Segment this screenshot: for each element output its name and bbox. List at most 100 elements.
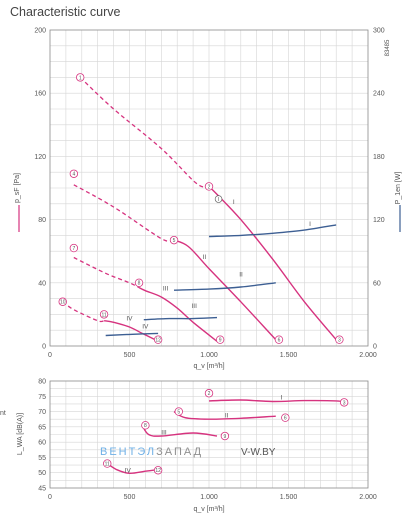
y-axis-label-left: p_sF [Pa] [14, 173, 21, 203]
point-2-marker [204, 182, 214, 191]
curve-label-magenta-I: I [233, 199, 235, 206]
y-tick-left: 160 [34, 91, 46, 98]
y-tick-left: 40 [38, 280, 46, 287]
pressure-curve-III [138, 286, 218, 342]
sound-point-3-marker [339, 398, 349, 407]
point-6-marker [274, 335, 284, 344]
sound-curve-label-IV: IV [125, 468, 132, 475]
sound-point-12-marker [153, 466, 163, 475]
y-tick-left: 0 [42, 344, 46, 351]
sound-point-9-label: 9 [224, 434, 227, 440]
sound-point-11-label: 11 [105, 461, 110, 467]
pressure-curve-II-dashed [73, 184, 175, 243]
figure-code: 83485 [385, 39, 391, 56]
x-tick: 1.000 [200, 352, 218, 359]
point-8-label: 8 [138, 281, 141, 287]
point-12-marker [153, 335, 163, 344]
x-tick: 0 [48, 352, 52, 359]
sound-point-9-marker [220, 431, 230, 441]
sound-curve-label-II: II [225, 413, 229, 420]
power-curve-II [173, 282, 276, 291]
x-tick: 500 [124, 352, 136, 359]
sound-point-3-label: 3 [343, 400, 346, 406]
y-axis-label-right: P_1en [W] [395, 172, 402, 205]
curve-label-blue-I: I [309, 221, 311, 228]
top-plot-frame [49, 29, 369, 347]
x-tick-bottom: 1.000 [200, 494, 218, 501]
bottom-plot-frame [49, 380, 369, 489]
y-tick-left: 200 [34, 28, 46, 35]
y-tick-bottom: 65 [38, 424, 46, 431]
point-7-marker [69, 243, 79, 253]
y-tick-right: 60 [373, 280, 381, 287]
pressure-curve-III-dashed [73, 256, 140, 289]
curve-label-magenta-II: II [203, 254, 207, 261]
pressure-curve-I-dashed [79, 76, 210, 188]
curve-label-magenta-III: III [163, 286, 169, 293]
sound-point-12-label: 12 [155, 468, 161, 474]
pressure-curve-I [208, 185, 337, 341]
point-12-label: 12 [155, 338, 161, 344]
watermark: ВЕНТЭЛЗАПАД [100, 446, 203, 458]
x-tick-bottom: 500 [124, 494, 136, 501]
y-tick-bottom: 80 [38, 379, 46, 386]
power-curve-I [208, 224, 337, 238]
point-10-label: 10 [60, 300, 66, 306]
sound-point-11-marker [103, 459, 112, 468]
y-tick-left: 120 [34, 154, 46, 161]
point-8-marker [134, 278, 144, 287]
point-3-label: 3 [338, 338, 341, 344]
watermark-part2: ЗАПАД [156, 446, 203, 458]
point-11-marker [99, 310, 109, 319]
y-tick-bottom: 55 [38, 455, 46, 462]
power-curve-IV [105, 332, 159, 337]
sound-point-2-marker [204, 389, 214, 398]
point-2-label: 2 [208, 184, 211, 190]
point-10-marker [58, 297, 67, 306]
sound-point-6-label: 6 [284, 416, 287, 422]
point-4-marker [69, 169, 79, 178]
x-tick: 2.000 [359, 352, 377, 359]
pressure-curve-IV [103, 320, 159, 342]
point-5-label: 5 [173, 238, 176, 244]
sound-curve-IV [106, 462, 159, 475]
sound-curve-II [173, 410, 276, 420]
sound-point-5-label: 5 [177, 409, 180, 415]
y-tick-right: 0 [373, 344, 377, 351]
y-tick-bottom: 50 [38, 470, 46, 477]
y-tick-bottom: 75 [38, 394, 46, 401]
sound-point-8-marker [141, 421, 150, 430]
pressure-curve-IV-dashed [62, 301, 105, 323]
y-tick-left: 80 [38, 217, 46, 224]
curve-label-magenta-IV: IV [126, 316, 133, 323]
point-11-label: 11 [101, 312, 106, 318]
y-tick-right: 120 [373, 217, 385, 224]
point-5-marker [169, 235, 179, 245]
y-tick-right: 180 [373, 154, 385, 161]
sound-curve-label-III: III [161, 430, 167, 437]
curve-i-marker-label: I [218, 197, 219, 203]
sound-curve-label-I: I [281, 394, 283, 401]
curve-i-marker [214, 195, 223, 203]
power-curve-III [143, 316, 218, 321]
watermark-part3: V-W.BY [241, 447, 276, 458]
sound-point-8-label: 8 [144, 423, 147, 429]
x-tick-bottom: 1.500 [280, 494, 298, 501]
point-9-label: 9 [219, 338, 222, 344]
page-title: Characteristic curve [10, 5, 121, 19]
point-4-label: 4 [72, 172, 75, 178]
x-tick-bottom: 2.000 [359, 494, 377, 501]
point-1-label: 1 [79, 75, 82, 81]
y-tick-right: 240 [373, 91, 385, 98]
pressure-curve-II [173, 239, 277, 341]
point-9-marker [215, 335, 225, 344]
y-tick-bottom: 45 [38, 486, 46, 493]
curve-label-blue-III: III [192, 303, 198, 310]
y-axis-label-bottom: L_WA [dB(A)] [17, 413, 24, 455]
curve-label-blue-II: II [239, 271, 243, 278]
y-tick-right: 300 [373, 28, 385, 35]
curve-label-blue-IV: IV [142, 324, 149, 331]
point-1-marker [76, 73, 85, 82]
y-tick-bottom: 70 [38, 409, 46, 416]
